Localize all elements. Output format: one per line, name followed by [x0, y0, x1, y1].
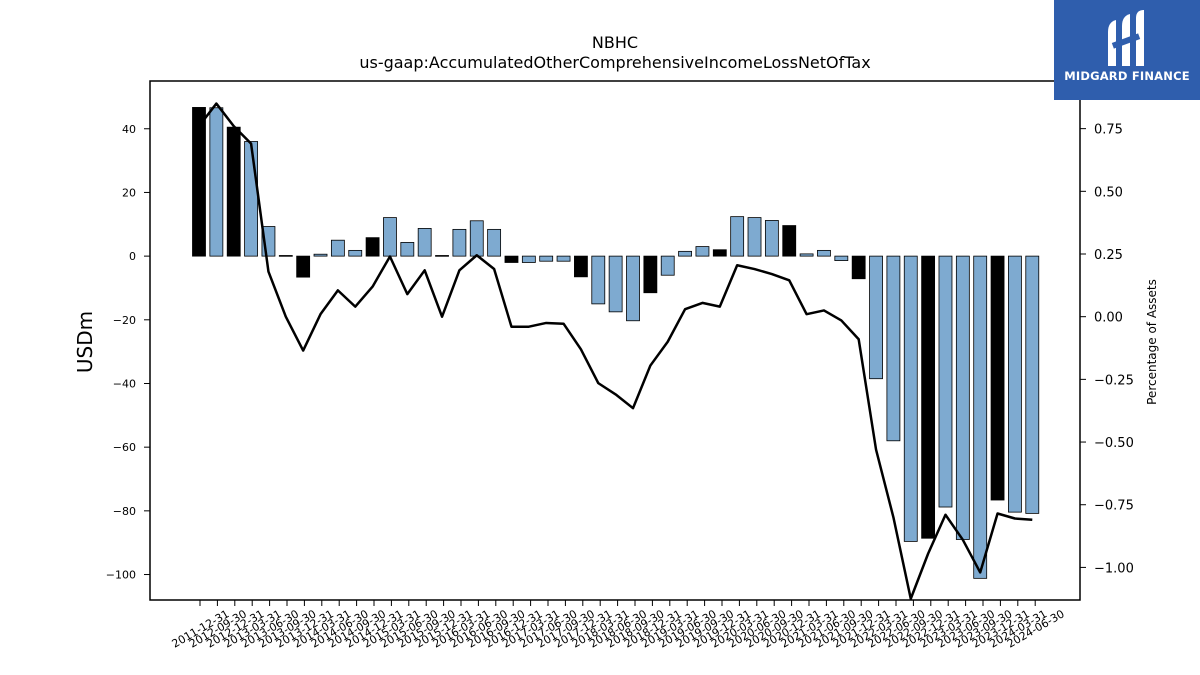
- bar-2019-12-31: [747, 217, 762, 257]
- y-tick-label: 40: [122, 123, 136, 136]
- bar-2011-12-31: [192, 107, 206, 257]
- y-tick-label: −80: [113, 505, 136, 518]
- bar-2012-09-30: [244, 141, 258, 257]
- y-tick-label: −20: [113, 314, 136, 327]
- bar-2012-03-31: [209, 107, 224, 257]
- bar-2020-06-30: [782, 225, 797, 257]
- bar-2020-12-31: [817, 249, 831, 257]
- bar-2013-03-31: [278, 255, 293, 257]
- bar-2019-06-30: [712, 249, 727, 257]
- bar-2017-09-30: [591, 255, 606, 305]
- pct-assets-line: [198, 102, 1033, 600]
- bar-2015-06-30: [435, 255, 449, 257]
- bar-2016-12-31: [539, 255, 554, 262]
- bar-2020-09-30: [799, 253, 814, 257]
- bar-2015-12-31: [469, 220, 484, 257]
- bar-2023-12-31: [1025, 255, 1040, 514]
- bar-2022-12-31: [955, 255, 970, 540]
- bar-2018-03-31: [626, 255, 640, 322]
- bar-2022-06-30: [921, 255, 936, 539]
- bar-2017-06-30: [574, 255, 588, 278]
- bar-2016-06-30: [504, 255, 519, 263]
- y-tick-label: −60: [113, 441, 136, 454]
- y2-tick-label: 0.25: [1094, 248, 1123, 263]
- bar-2013-09-30: [313, 253, 328, 257]
- bar-2016-03-31: [487, 228, 502, 257]
- bar-2023-06-30: [990, 255, 1005, 501]
- bar-2015-03-31: [417, 228, 432, 257]
- bar-2014-09-30: [383, 217, 397, 257]
- bar-2014-12-31: [400, 242, 415, 257]
- bar-2021-03-31: [834, 255, 849, 261]
- bar-2018-06-30: [643, 255, 658, 294]
- bar-2016-09-30: [521, 255, 536, 263]
- y-tick-label: −100: [106, 569, 136, 582]
- y2-axis-label: Percentage of Assets: [1145, 279, 1159, 405]
- bar-2020-03-31: [764, 220, 779, 257]
- bar-2012-06-30: [226, 126, 241, 257]
- bar-2021-06-30: [851, 255, 866, 280]
- bar-2013-12-31: [330, 239, 345, 257]
- bar-2018-12-31: [678, 250, 692, 257]
- y-axis-label: USDm: [73, 311, 97, 373]
- bar-2021-09-30: [869, 255, 883, 380]
- bar-2023-09-30: [1008, 255, 1022, 513]
- y-tick-label: −40: [113, 377, 136, 390]
- logo-text: MIDGARD FINANCE: [1064, 69, 1190, 83]
- y2-tick-label: 0.00: [1094, 311, 1123, 326]
- bar-2022-09-30: [938, 255, 953, 508]
- bar-2023-03-31: [973, 255, 988, 579]
- y-tick-label: 0: [129, 250, 136, 263]
- bar-2013-06-30: [296, 255, 311, 278]
- bar-2017-12-31: [608, 255, 623, 313]
- plot-frame: [149, 80, 1081, 601]
- y2-tick-label: −0.75: [1094, 499, 1134, 514]
- bar-2018-09-30: [660, 255, 675, 276]
- y2-tick-label: −1.00: [1094, 561, 1134, 576]
- chart-subtitle: us-gaap:AccumulatedOtherComprehensiveInc…: [359, 53, 870, 72]
- chart-title: NBHC: [592, 33, 638, 52]
- bar-2019-03-31: [695, 246, 710, 257]
- bar-2021-12-31: [886, 255, 901, 442]
- logo-mark-icon: [1108, 10, 1144, 66]
- y2-tick-label: 0.75: [1094, 123, 1123, 138]
- y2-tick-label: 0.50: [1094, 185, 1123, 200]
- bar-2014-03-31: [348, 249, 363, 257]
- bar-2017-03-31: [556, 255, 571, 262]
- bar-2019-09-30: [730, 216, 745, 257]
- y2-tick-label: −0.25: [1094, 373, 1134, 388]
- brand-logo: MIDGARD FINANCE: [1054, 0, 1200, 100]
- bar-2022-03-31: [903, 255, 918, 542]
- y-tick-label: 20: [122, 186, 136, 199]
- y2-tick-label: −0.50: [1094, 436, 1134, 451]
- bar-2014-06-30: [365, 237, 380, 257]
- bar-2015-09-30: [452, 228, 467, 257]
